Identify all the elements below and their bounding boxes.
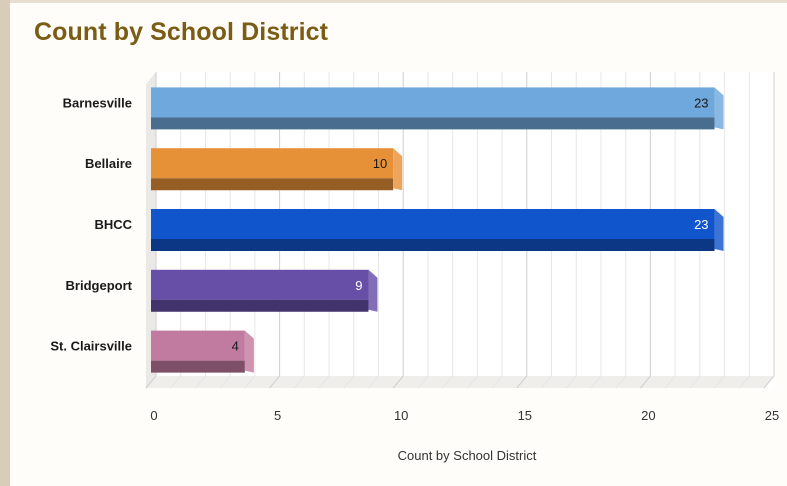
- floor-gridline-minor: [343, 375, 355, 389]
- floor-gridline-minor: [541, 375, 552, 389]
- category-label: St. Clairsville: [50, 339, 132, 354]
- category-label: Bridgeport: [66, 278, 133, 293]
- floor-gridline-major: [392, 375, 404, 389]
- floor-gridline-minor: [195, 375, 206, 389]
- floor-gridline-minor: [491, 375, 503, 389]
- x-tick-label: 10: [394, 408, 408, 423]
- data-label: 23: [694, 95, 708, 110]
- floor-gridline-minor: [664, 375, 676, 389]
- floor-gridline-major: [640, 375, 651, 389]
- floor-gridline-minor: [417, 375, 429, 389]
- bar: [151, 209, 715, 239]
- bar-bottom-face: [151, 239, 715, 251]
- category-label: Bellaire: [85, 156, 132, 171]
- bar: [151, 87, 715, 118]
- x-tick-label: 15: [518, 408, 532, 423]
- chart-card: Count by School District 23 Barnesville 10…: [10, 0, 787, 486]
- bar-chart: 23 Barnesville 10 Bellaire 23 BHCC 9 Bridgeport…: [50, 72, 779, 463]
- category-label: BHCC: [94, 217, 132, 232]
- data-label: 23: [694, 217, 708, 232]
- plot-floor: [146, 376, 774, 388]
- bar-bottom-face: [151, 360, 245, 373]
- floor-gridline-minor: [714, 375, 725, 389]
- bar-end-face: [393, 148, 403, 191]
- x-tick-label: 5: [274, 408, 281, 423]
- data-label: 4: [232, 339, 239, 354]
- bar-end-face: [714, 87, 724, 130]
- bar-bottom-face: [151, 299, 369, 312]
- x-axis-title: Count by School District: [398, 448, 537, 463]
- data-label: 10: [373, 156, 387, 171]
- bar-end-face: [368, 269, 378, 312]
- floor-gridline-minor: [442, 375, 454, 389]
- floor-gridline-minor: [738, 375, 750, 389]
- bar: [151, 148, 394, 179]
- x-tick-label: 20: [641, 408, 655, 423]
- x-tick-label: 25: [765, 408, 779, 423]
- floor-gridline-minor: [590, 375, 602, 389]
- floor-gridline-minor: [244, 375, 256, 389]
- floor-gridline-minor: [565, 375, 577, 389]
- bar: [151, 269, 369, 300]
- floor-gridline-minor: [293, 375, 305, 389]
- floor-gridline-minor: [318, 375, 330, 389]
- bar: [151, 330, 245, 361]
- bar-bottom-face: [151, 117, 715, 130]
- category-label: Barnesville: [63, 95, 132, 110]
- floor-gridline-major: [763, 375, 775, 389]
- bar-bottom-face: [151, 178, 394, 191]
- floor-gridline-minor: [170, 375, 182, 389]
- floor-gridline-major: [269, 375, 280, 389]
- data-label: 9: [355, 278, 362, 293]
- floor-gridline-minor: [466, 375, 478, 389]
- floor-gridline-minor: [219, 375, 231, 389]
- floor-gridline-minor: [615, 375, 627, 389]
- floor-gridline-minor: [689, 375, 701, 389]
- bar-end-face: [244, 330, 254, 373]
- floor-gridline-major: [516, 375, 528, 389]
- x-tick-label: 0: [150, 408, 157, 423]
- floor-gridline-minor: [368, 375, 379, 389]
- chart-title: Count by School District: [34, 18, 329, 46]
- floor-gridline-major: [145, 375, 157, 389]
- bar-end-face: [714, 209, 724, 251]
